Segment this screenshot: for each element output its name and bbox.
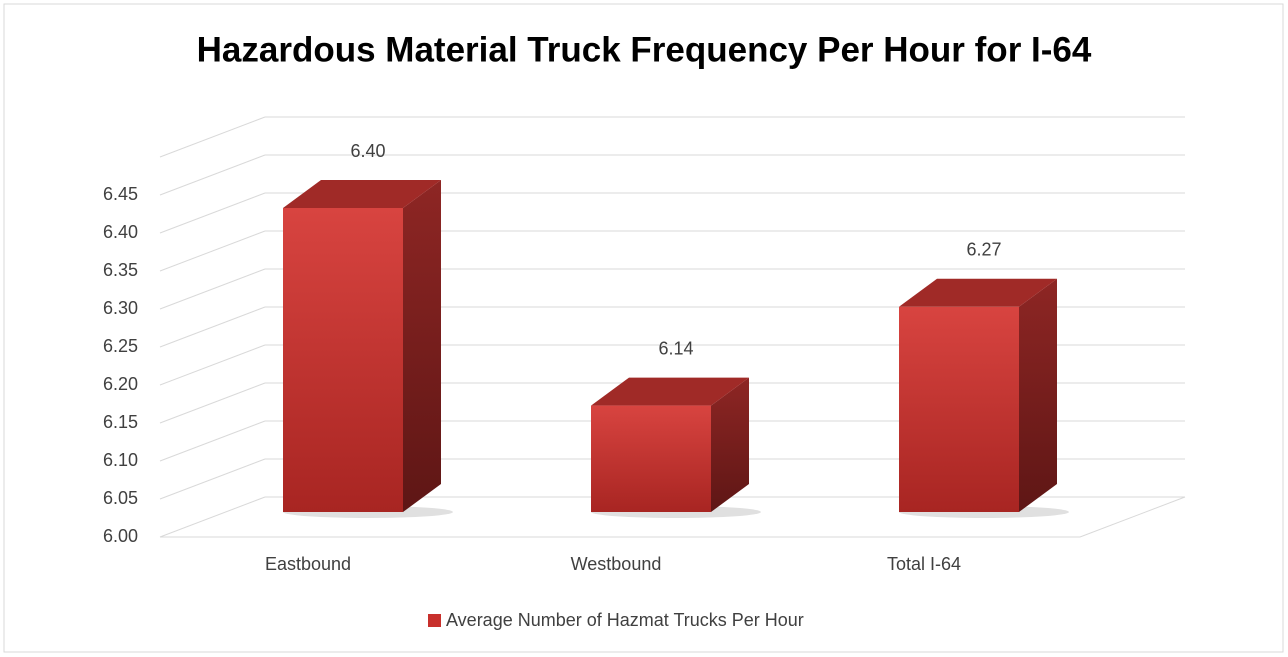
chart-title: Hazardous Material Truck Frequency Per H… [197,30,1092,69]
y-tick-label: 6.35 [103,260,138,280]
grid-side [159,344,266,386]
data-label: 6.40 [350,141,385,161]
y-tick-label: 6.25 [103,336,138,356]
y-tick-label: 6.40 [103,222,138,242]
grid-side [159,458,266,500]
grid-side [159,230,266,272]
grid-side [159,268,266,310]
chart-frame [3,3,1284,653]
bar-side [1019,278,1057,512]
bar-front [899,306,1019,512]
legend-swatch [428,614,441,627]
bar-top [283,180,441,208]
grid-side [159,496,266,538]
bar-side [403,180,441,512]
grid-side [159,306,266,348]
x-tick-label: Eastbound [265,554,351,574]
y-tick-label: 6.30 [103,298,138,318]
grid-line [159,154,1185,196]
y-tick-label: 6.20 [103,374,138,394]
data-label: 6.14 [658,338,693,358]
x-tick-label: Westbound [571,554,662,574]
y-tick-label: 6.05 [103,488,138,508]
bar-side [711,377,749,512]
y-tick-label: 6.00 [103,526,138,546]
bar-front [283,208,403,512]
bar-top [591,377,749,406]
bar [899,278,1057,512]
data-label: 6.27 [966,240,1001,260]
y-tick-label: 6.45 [103,184,138,204]
bar-front [591,405,711,512]
y-tick-label: 6.10 [103,450,138,470]
bar [283,180,441,512]
grid-side [159,382,266,424]
bar [591,377,749,512]
y-tick-label: 6.15 [103,412,138,432]
legend-label: Average Number of Hazmat Trucks Per Hour [446,610,804,630]
wall-edge [159,116,266,158]
bar-top [899,278,1057,307]
grid-side [159,192,266,234]
grid-side [159,420,266,462]
x-tick-label: Total I-64 [887,554,961,574]
wall-edge [1079,496,1186,538]
grid-side [159,154,266,196]
plot: 6.00 6.05 6.10 6.15 6.20 6.25 6.30 6.35 6.40 6.45… [103,116,1186,630]
